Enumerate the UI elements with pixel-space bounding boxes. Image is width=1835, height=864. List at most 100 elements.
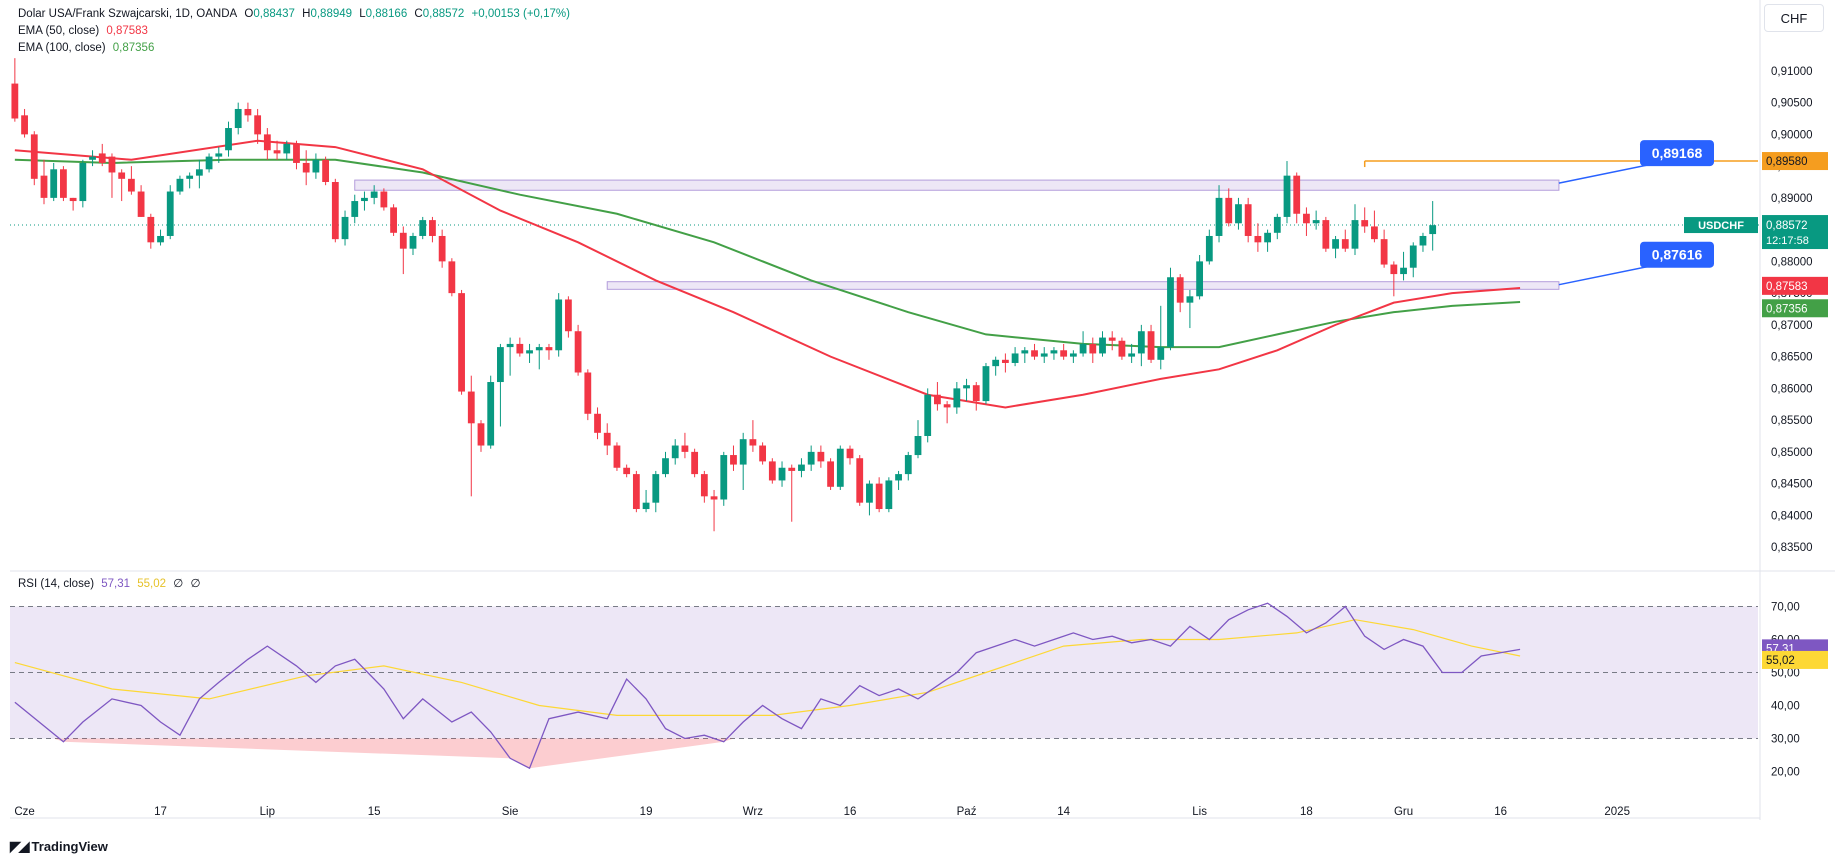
time-tick-label: Lip — [260, 806, 275, 818]
ema100-value: 0,87356 — [112, 42, 155, 54]
countdown-value: 12:17:58 — [1766, 235, 1809, 247]
candle-body — [895, 474, 902, 481]
rsi-legend[interactable]: RSI (14, close) 57,31 55,02 ∅ ∅ — [18, 576, 205, 590]
ema-price-tag — [1762, 276, 1828, 295]
candle-body — [60, 169, 67, 198]
ohlc-change: +0,00153 (+0,17%) — [471, 8, 570, 20]
candle-body — [186, 175, 194, 179]
candle-body — [1079, 343, 1087, 354]
ema50-value: 0,87583 — [106, 25, 148, 37]
candle-body — [1254, 235, 1262, 243]
rsi-ma-text: 55,02 — [1766, 655, 1795, 667]
candle-body — [1419, 235, 1427, 246]
candle-body — [914, 436, 922, 456]
candle-body — [30, 134, 38, 179]
candle-body — [1186, 296, 1194, 303]
rsi-extra-2: ∅ — [190, 578, 201, 590]
candle-body — [632, 474, 640, 510]
last-price-tag — [1762, 215, 1828, 250]
tradingview-logo-icon: ◤◢ — [10, 838, 29, 854]
ema50-legend[interactable]: EMA (50, close) 0,87583 — [18, 25, 152, 37]
candle-body — [215, 153, 223, 157]
candle-body — [768, 461, 776, 481]
candle-body — [778, 467, 786, 481]
price-tick-label: 0,83500 — [1771, 542, 1813, 554]
candle-body — [846, 448, 854, 459]
candle-body — [273, 150, 281, 154]
candle-body — [788, 467, 796, 471]
tradingview-logo[interactable]: ◤◢ TradingView — [10, 838, 108, 855]
candle-body — [108, 156, 116, 173]
candle-body — [205, 156, 213, 170]
candle-body — [1371, 226, 1378, 240]
candle-body — [875, 483, 883, 510]
zone-price-label: 0,89168 — [1652, 145, 1703, 161]
time-tick-label: Wrz — [743, 806, 763, 818]
candle-body — [477, 423, 485, 446]
candle-body — [497, 347, 504, 383]
candle-body — [1264, 232, 1271, 243]
candle-body — [21, 115, 28, 135]
rsi-extra-1: ∅ — [173, 578, 184, 590]
candle-body — [1380, 239, 1388, 265]
candle-body — [700, 474, 708, 497]
candle-body — [613, 445, 621, 468]
tradingview-brand: TradingView — [31, 839, 108, 854]
rsi-tick-label: 40,00 — [1771, 701, 1800, 713]
label-layer: 0,89168 0,87616 0,89580 USDCHF 0,88572 12:17:… — [1558, 140, 1828, 669]
candle-body — [584, 372, 592, 414]
price-tick-label: 0,84500 — [1771, 479, 1813, 491]
currency-button[interactable]: CHF — [1764, 4, 1824, 32]
time-tick-label: 16 — [1494, 806, 1507, 818]
candle-body — [652, 474, 660, 503]
candle-body — [535, 347, 543, 351]
candle-body — [992, 359, 1000, 367]
zone-price-label-box — [1640, 241, 1714, 268]
candle-body — [263, 134, 271, 151]
candle-body — [1225, 197, 1233, 224]
price-tick-label: 0,90500 — [1771, 98, 1813, 110]
candle-body — [1283, 175, 1291, 217]
candle-body — [963, 385, 970, 389]
level-price-tag — [1762, 152, 1828, 171]
time-tick-label: 17 — [154, 806, 167, 818]
candle-body — [730, 455, 737, 465]
candle-body — [681, 445, 689, 452]
price-tick-label: 0,88000 — [1771, 256, 1813, 268]
candle-body — [1409, 245, 1417, 268]
candle-body — [448, 261, 456, 294]
candle-body — [1069, 353, 1077, 357]
candle-body — [1303, 213, 1310, 224]
candle-body — [302, 162, 310, 173]
candle-body — [691, 451, 699, 475]
candle-body — [399, 232, 407, 249]
price-tick-label: 0,84000 — [1771, 510, 1813, 522]
candle-body — [564, 299, 572, 332]
level-price-text: 0,89580 — [1766, 156, 1808, 168]
candle-body — [1176, 277, 1184, 303]
grid-layer — [10, 0, 1835, 820]
candle-body — [254, 115, 262, 135]
ema-price-text: 0,87583 — [1766, 281, 1808, 293]
candle-body — [1089, 343, 1097, 354]
price-tick-label: 0,85500 — [1771, 415, 1813, 427]
candle-body — [127, 178, 135, 192]
time-tick-label: Gru — [1394, 806, 1413, 818]
candle-body — [380, 191, 388, 208]
ohlc-legend: Dolar USA/Frank Szwajcarski, 1D, OANDA O… — [18, 8, 574, 20]
candle-body — [429, 220, 436, 236]
candle-body — [1118, 340, 1126, 357]
ema100-line — [14, 158, 1521, 349]
candle-body — [739, 439, 747, 465]
candle-body — [759, 445, 767, 462]
candle-body — [79, 162, 87, 202]
candle-body — [545, 347, 553, 351]
candle-body — [137, 191, 145, 217]
ohlc-high: H0,88949 — [302, 8, 353, 20]
ema100-legend[interactable]: EMA (100, close) 0,87356 — [18, 42, 158, 54]
rsi-value: 57,31 — [101, 578, 131, 590]
ema-layer — [14, 139, 1521, 409]
candle-body — [1244, 204, 1252, 236]
candle-body — [1400, 267, 1407, 275]
